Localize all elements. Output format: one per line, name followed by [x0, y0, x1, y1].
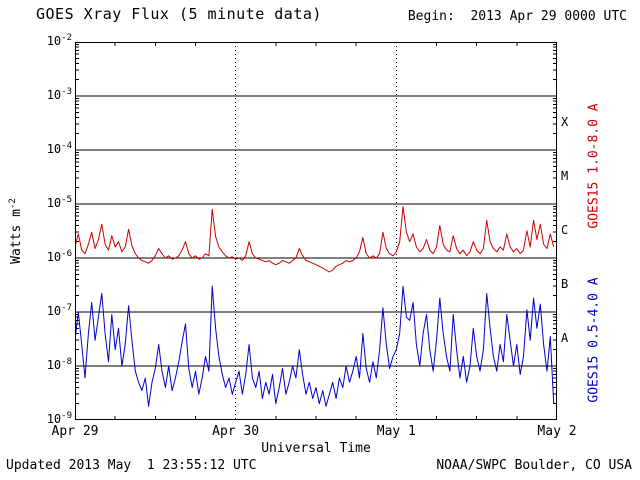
y-tick-label: 10-5 — [46, 195, 72, 210]
begin-timestamp-label: Begin: 2013 Apr 29 0000 UTC — [407, 9, 627, 24]
series-label-goes15-1-0-8-0-a: GOES15 1.0-8.0 A — [586, 103, 602, 229]
x-tick-label: Apr 29 — [51, 424, 99, 439]
page-title: GOES Xray Flux (5 minute data) — [36, 5, 322, 23]
y-tick-label: 10-8 — [46, 357, 72, 372]
y-axis-label-exponent: -2 — [7, 198, 18, 210]
x-axis-label: Universal Time — [261, 441, 371, 456]
y-tick-label: 10-6 — [46, 249, 72, 264]
x-tick-label: May 1 — [376, 424, 416, 439]
y-tick-label: 10-7 — [46, 303, 72, 318]
flare-class-label-c: C — [561, 223, 569, 237]
y-tick-label: 10-9 — [46, 411, 72, 426]
x-tick-label: May 2 — [537, 424, 577, 439]
y-tick-label: 10-2 — [46, 33, 72, 48]
y-tick-label: 10-4 — [46, 141, 72, 156]
flare-class-label-a: A — [561, 331, 569, 345]
flare-class-label-x: X — [561, 115, 569, 129]
y-axis-label: Watts m-2 — [8, 198, 24, 264]
series-line-goes15-1-0-8-0-a — [75, 206, 555, 273]
plot-frame — [75, 42, 557, 420]
flare-class-label-m: M — [561, 169, 569, 183]
x-tick-label: Apr 30 — [212, 424, 260, 439]
plot-area — [75, 42, 557, 420]
source-attribution: NOAA/SWPC Boulder, CO USA — [436, 458, 632, 473]
flare-class-label-b: B — [561, 277, 569, 291]
updated-timestamp: Updated 2013 May 1 23:55:12 UTC — [6, 458, 257, 473]
series-label-goes15-0-5-4-0-a: GOES15 0.5-4.0 A — [586, 277, 602, 403]
y-axis-label-base: Watts m — [9, 209, 25, 264]
series-line-goes15-0-5-4-0-a — [75, 285, 555, 407]
y-tick-label: 10-3 — [46, 87, 72, 102]
